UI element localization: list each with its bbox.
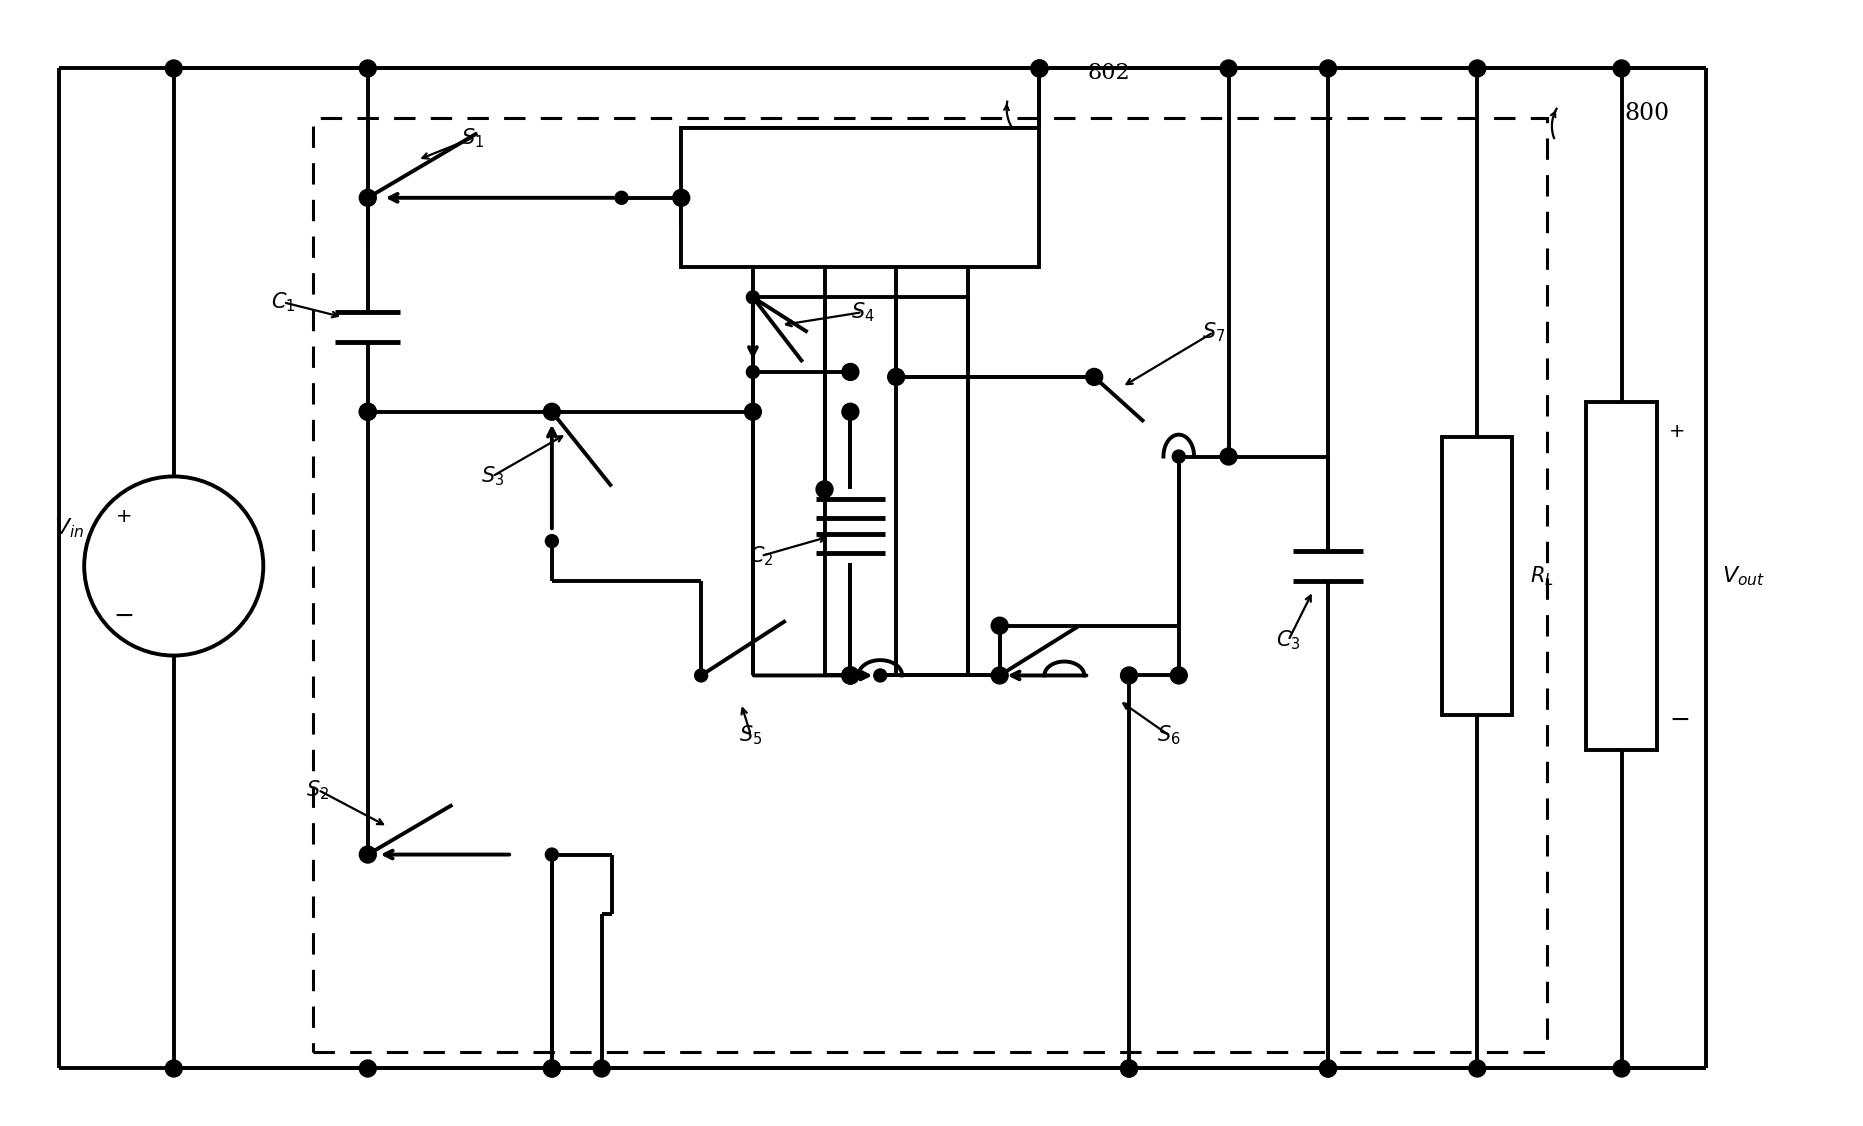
Circle shape xyxy=(1468,60,1487,77)
Text: +: + xyxy=(1669,422,1686,441)
Text: $S_5$: $S_5$ xyxy=(740,723,762,747)
Circle shape xyxy=(1613,1060,1630,1076)
Text: $R_L$: $R_L$ xyxy=(1530,564,1554,588)
Text: $S_3$: $S_3$ xyxy=(481,465,503,489)
Text: −: − xyxy=(1669,708,1690,732)
Circle shape xyxy=(361,848,374,861)
Circle shape xyxy=(1319,60,1336,77)
Text: $C_3$: $C_3$ xyxy=(1276,628,1300,652)
Circle shape xyxy=(1120,1060,1138,1076)
Circle shape xyxy=(1468,1060,1487,1076)
Circle shape xyxy=(747,291,760,304)
Circle shape xyxy=(546,535,559,547)
Circle shape xyxy=(360,846,376,863)
Circle shape xyxy=(360,1060,376,1076)
Circle shape xyxy=(546,848,559,861)
Circle shape xyxy=(1030,60,1047,77)
Circle shape xyxy=(991,617,1008,634)
Circle shape xyxy=(842,403,859,420)
Circle shape xyxy=(1030,60,1047,77)
Text: −: − xyxy=(114,604,134,627)
Circle shape xyxy=(546,405,559,418)
Text: $S_6$: $S_6$ xyxy=(1157,723,1181,747)
Circle shape xyxy=(695,669,708,682)
Circle shape xyxy=(1220,60,1237,77)
Text: $V_{in}$: $V_{in}$ xyxy=(54,517,84,540)
Circle shape xyxy=(842,364,859,381)
Circle shape xyxy=(615,191,628,204)
Circle shape xyxy=(544,403,561,420)
Circle shape xyxy=(361,191,374,204)
Circle shape xyxy=(544,1060,561,1076)
Circle shape xyxy=(1086,368,1103,385)
Circle shape xyxy=(592,1060,609,1076)
Text: $S_1$: $S_1$ xyxy=(460,126,484,150)
Circle shape xyxy=(991,667,1008,683)
Circle shape xyxy=(1123,669,1135,682)
Circle shape xyxy=(360,403,376,420)
Circle shape xyxy=(1220,448,1237,465)
Circle shape xyxy=(887,368,905,385)
Circle shape xyxy=(360,403,376,420)
Text: $S_2$: $S_2$ xyxy=(307,778,330,802)
Circle shape xyxy=(1170,667,1187,683)
Circle shape xyxy=(993,669,1006,682)
Text: $S_7$: $S_7$ xyxy=(1202,320,1226,343)
Circle shape xyxy=(874,669,887,682)
Bar xyxy=(1442,437,1513,715)
Circle shape xyxy=(842,667,859,683)
Circle shape xyxy=(166,60,183,77)
Text: $C_2$: $C_2$ xyxy=(749,544,773,568)
Circle shape xyxy=(1120,1060,1138,1076)
Circle shape xyxy=(166,1060,183,1076)
Circle shape xyxy=(360,60,376,77)
Bar xyxy=(682,128,1040,268)
Circle shape xyxy=(1120,667,1138,683)
Circle shape xyxy=(360,189,376,206)
Bar xyxy=(1585,402,1658,750)
Circle shape xyxy=(1319,1060,1336,1076)
Text: $V_{out}$: $V_{out}$ xyxy=(1721,564,1766,588)
Circle shape xyxy=(544,1060,561,1076)
Circle shape xyxy=(1172,450,1185,463)
Circle shape xyxy=(673,189,689,206)
Circle shape xyxy=(747,366,760,378)
Circle shape xyxy=(842,667,859,683)
Text: +: + xyxy=(116,507,132,526)
Circle shape xyxy=(1319,1060,1336,1076)
Text: 800: 800 xyxy=(1625,101,1669,125)
Text: $C_1$: $C_1$ xyxy=(270,291,296,314)
Text: $S_4$: $S_4$ xyxy=(851,301,874,324)
Circle shape xyxy=(842,667,859,683)
Circle shape xyxy=(816,481,833,498)
Circle shape xyxy=(1088,370,1101,383)
Circle shape xyxy=(1613,60,1630,77)
Text: 802: 802 xyxy=(1088,62,1131,84)
Circle shape xyxy=(747,405,760,418)
Circle shape xyxy=(745,403,762,420)
